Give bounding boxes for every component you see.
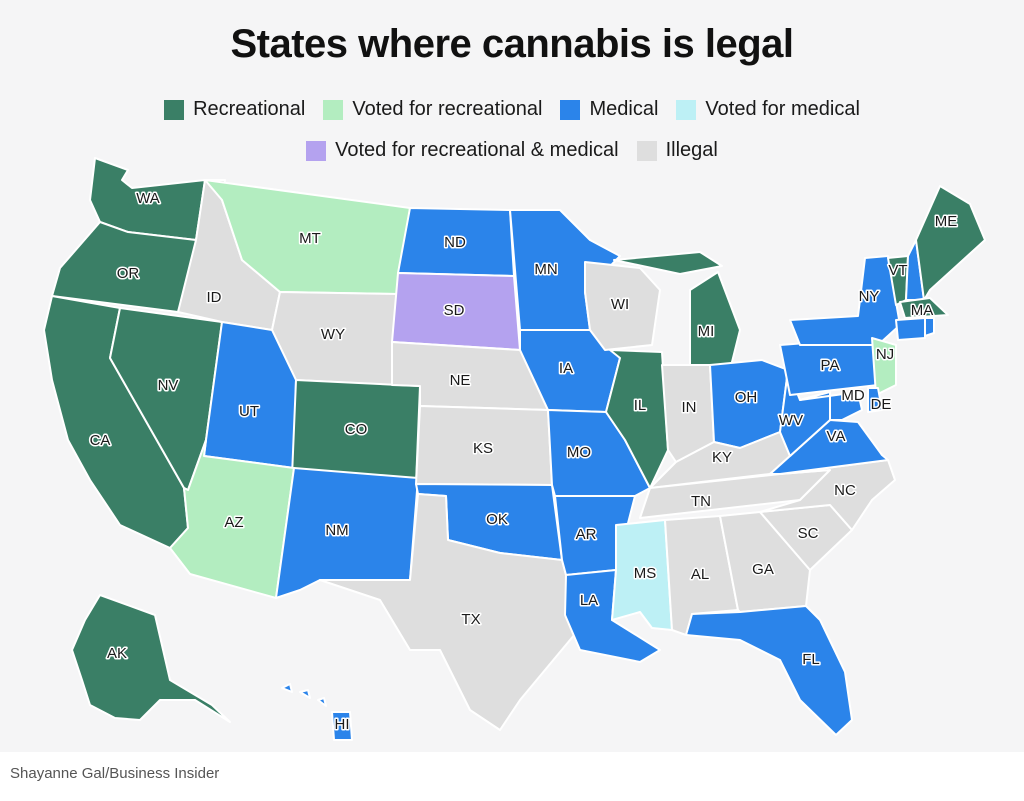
legend-label: Illegal — [665, 139, 718, 161]
state-label-wv: WV — [779, 412, 803, 429]
state-label-sd: SD — [444, 302, 465, 319]
state-label-oh: OH — [735, 389, 758, 406]
state-label-nm: NM — [325, 522, 348, 539]
state-label-wa: WA — [136, 190, 160, 207]
state-label-nv: NV — [158, 377, 179, 394]
legend-label: Medical — [589, 98, 659, 120]
map-title: States where cannabis is legal — [230, 22, 794, 66]
state-me — [915, 185, 986, 301]
us-map: WA OR CA NV ID MT WY UT CO AZ NM ND SD NE KS OK TX MN IA MO… — [43, 157, 986, 741]
state-label-mn: MN — [534, 261, 557, 278]
state-label-nj: NJ — [876, 346, 894, 363]
state-label-ma: MA — [911, 302, 934, 319]
state-ma — [899, 297, 949, 319]
state-label-tx: TX — [461, 611, 480, 628]
state-label-ms: MS — [634, 565, 657, 582]
state-label-nc: NC — [834, 482, 856, 499]
state-de — [867, 387, 883, 413]
state-label-al: AL — [691, 566, 709, 583]
state-mi — [613, 251, 741, 371]
state-label-sc: SC — [798, 525, 819, 542]
legend-item: Illegal — [636, 139, 718, 162]
state-label-or: OR — [117, 265, 140, 282]
state-hi — [281, 683, 353, 741]
state-label-mo: MO — [567, 444, 591, 461]
legend-label: Voted for recreational — [352, 98, 543, 120]
state-label-pa: PA — [821, 357, 840, 374]
state-label-ak: AK — [107, 645, 127, 662]
state-wi — [584, 261, 661, 351]
state-label-ca: CA — [90, 432, 111, 449]
state-label-ny: NY — [859, 288, 880, 305]
legend-swatch — [306, 140, 327, 161]
legend-item: Medical — [560, 98, 658, 121]
state-md — [799, 391, 863, 421]
state-label-ok: OK — [486, 511, 508, 528]
legend-item: Voted for recreational — [323, 98, 542, 121]
state-az — [169, 439, 295, 599]
state-label-la: LA — [580, 592, 598, 609]
state-label-il: IL — [634, 397, 647, 414]
legend-swatch — [636, 140, 657, 161]
state-label-me: ME — [935, 213, 958, 230]
state-ri — [924, 317, 935, 337]
state-ct — [895, 317, 926, 341]
state-label-ar: AR — [576, 526, 597, 543]
state-nc — [759, 459, 896, 531]
state-nj — [871, 337, 897, 396]
state-label-mi: MI — [698, 323, 715, 340]
state-label-az: AZ — [224, 514, 243, 531]
state-label-ia: IA — [559, 360, 573, 377]
state-label-ks: KS — [473, 440, 493, 457]
state-label-ne: NE — [450, 372, 471, 389]
state-label-ga: GA — [752, 561, 774, 578]
labels-layer: WA OR CA NV ID MT WY UT CO AZ NM ND SD NE KS OK TX MN IA MO… — [88, 188, 959, 734]
state-label-de: DE — [871, 396, 892, 413]
state-label-wy: WY — [321, 326, 345, 343]
legend-swatch — [676, 99, 697, 120]
legend-label: Voted for medical — [705, 98, 860, 120]
state-tx — [319, 493, 581, 731]
legend-swatch — [323, 99, 344, 120]
legend-item: Voted for medical — [676, 98, 860, 121]
state-label-id: ID — [207, 289, 222, 306]
legend-item: Recreational — [164, 98, 305, 121]
state-label-fl: FL — [802, 651, 820, 668]
state-label-co: CO — [345, 421, 368, 438]
state-label-wi: WI — [611, 296, 629, 313]
legend-label: Recreational — [193, 98, 306, 120]
legend-swatch — [560, 99, 581, 120]
states-layer — [43, 157, 986, 741]
state-label-vt: VT — [888, 262, 907, 279]
state-ny — [789, 255, 901, 346]
state-label-ut: UT — [239, 403, 259, 420]
legend-row: Recreational Voted for recreational Medi… — [0, 98, 1024, 121]
state-label-in: IN — [682, 399, 697, 416]
legend-item: Voted for recreational & medical — [306, 139, 619, 162]
state-label-va: VA — [827, 428, 846, 445]
legend-row: Voted for recreational & medical Illegal — [0, 139, 1024, 162]
state-label-tn: TN — [691, 493, 711, 510]
state-label-mt: MT — [299, 230, 321, 247]
photo-credit: Shayanne Gal/Business Insider — [10, 765, 220, 782]
legend-swatch — [164, 99, 185, 120]
state-label-md: MD — [841, 387, 864, 404]
legend-label: Voted for recreational & medical — [335, 139, 619, 161]
state-ak — [71, 594, 231, 723]
state-fl — [685, 605, 853, 736]
state-label-ky: KY — [712, 449, 732, 466]
state-label-hi: HI — [335, 716, 350, 733]
state-label-nd: ND — [444, 234, 466, 251]
